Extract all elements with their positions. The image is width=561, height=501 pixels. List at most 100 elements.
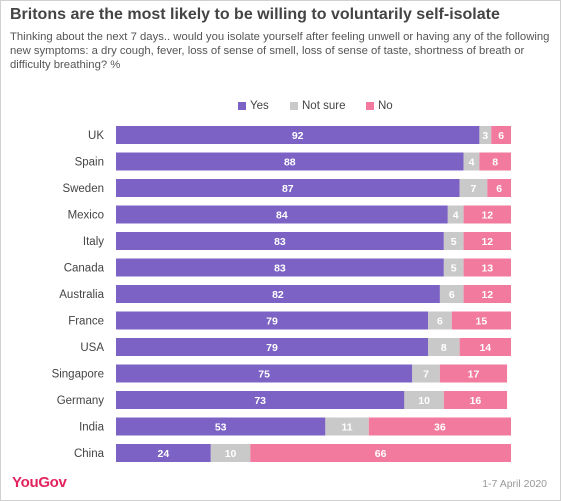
value-label-france-yes: 79	[266, 316, 278, 328]
bar-australia-no	[463, 285, 511, 303]
bar-sweden-yes	[116, 179, 460, 197]
bar-singapore-not-sure	[412, 364, 440, 383]
legend-label-no: No	[378, 100, 393, 112]
legend: Yes Not sure No	[0, 100, 561, 114]
bar-italy-not-sure	[443, 232, 464, 250]
bar-spain-not-sure	[463, 152, 480, 171]
legend-label-yes: Yes	[250, 100, 269, 112]
category-label-france: France	[68, 316, 104, 328]
value-label-france-not-sure: 6	[437, 316, 443, 328]
value-label-singapore-yes: 75	[258, 369, 270, 381]
value-label-canada-no: 13	[481, 263, 493, 275]
category-label-spain: Spain	[75, 157, 104, 169]
value-label-uk-no: 6	[498, 130, 504, 142]
date-note: 1-7 April 2020	[482, 478, 547, 490]
bar-uk-no	[491, 126, 511, 144]
value-label-germany-not-sure: 10	[418, 395, 430, 407]
value-label-spain-yes: 88	[284, 157, 296, 169]
category-label-australia: Australia	[59, 289, 104, 301]
value-label-china-yes: 24	[158, 448, 170, 460]
value-label-usa-no: 14	[479, 342, 491, 354]
value-label-uk-yes: 92	[292, 130, 304, 142]
value-label-sweden-yes: 87	[282, 183, 294, 195]
bar-mexico-yes	[116, 205, 448, 224]
value-label-singapore-no: 17	[468, 369, 480, 381]
bar-australia-not-sure	[439, 285, 464, 303]
category-label-italy: Italy	[83, 236, 104, 248]
bar-canada-not-sure	[443, 258, 464, 277]
legend-swatch-yes	[238, 102, 246, 110]
value-label-spain-not-sure: 4	[469, 157, 475, 169]
bar-germany-no	[443, 391, 508, 409]
bar-usa-yes	[116, 338, 429, 356]
category-label-china: China	[74, 448, 105, 460]
bar-spain-yes	[116, 152, 464, 171]
value-label-canada-yes: 83	[274, 263, 286, 275]
bar-uk-not-sure	[479, 126, 492, 144]
bar-france-no	[451, 311, 511, 330]
bar-spain-no	[479, 152, 511, 171]
category-label-india: India	[79, 422, 105, 434]
value-label-spain-no: 8	[492, 157, 498, 169]
value-label-australia-no: 12	[481, 289, 493, 301]
bar-australia-yes	[116, 285, 440, 303]
bar-italy-yes	[116, 232, 444, 250]
value-label-china-no: 66	[375, 448, 387, 460]
value-label-uk-not-sure: 3	[482, 130, 488, 142]
bar-india-no	[368, 417, 511, 436]
bar-china-yes	[116, 444, 211, 462]
bar-mexico-no	[463, 205, 511, 224]
legend-item-yes: Yes	[238, 100, 269, 112]
value-label-australia-not-sure: 6	[449, 289, 455, 301]
value-label-italy-no: 12	[481, 236, 493, 248]
value-label-singapore-not-sure: 7	[423, 369, 429, 381]
value-label-mexico-no: 12	[481, 210, 493, 222]
value-label-sweden-not-sure: 7	[471, 183, 477, 195]
category-label-germany: Germany	[57, 395, 105, 407]
value-label-india-no: 36	[434, 422, 446, 434]
bar-usa-no	[459, 338, 511, 356]
category-label-sweden: Sweden	[62, 183, 104, 195]
bar-sweden-no	[487, 179, 511, 197]
bar-mexico-not-sure	[447, 205, 464, 224]
legend-swatch-no	[366, 102, 374, 110]
legend-item-not-sure: Not sure	[290, 100, 345, 112]
value-label-india-yes: 53	[215, 422, 227, 434]
value-label-usa-not-sure: 8	[441, 342, 447, 354]
value-label-india-not-sure: 11	[342, 422, 353, 434]
bar-canada-yes	[116, 258, 444, 277]
bar-india-yes	[116, 417, 326, 436]
value-label-usa-yes: 79	[266, 342, 278, 354]
legend-swatch-not-sure	[290, 102, 298, 110]
value-label-germany-no: 16	[470, 395, 482, 407]
value-label-france-no: 15	[476, 316, 488, 328]
value-label-italy-not-sure: 5	[451, 236, 457, 248]
value-label-mexico-yes: 84	[276, 210, 288, 222]
category-label-singapore: Singapore	[52, 369, 104, 381]
legend-item-no: No	[366, 100, 393, 112]
value-label-canada-not-sure: 5	[451, 263, 457, 275]
bar-france-yes	[116, 311, 429, 330]
bar-canada-no	[463, 258, 511, 277]
value-label-sweden-no: 6	[496, 183, 502, 195]
value-label-italy-yes: 83	[274, 236, 286, 248]
category-label-canada: Canada	[64, 263, 105, 275]
category-label-usa: USA	[80, 342, 104, 354]
bar-singapore-yes	[116, 364, 413, 383]
category-label-mexico: Mexico	[68, 210, 104, 222]
bar-china-not-sure	[210, 444, 251, 462]
value-label-mexico-not-sure: 4	[453, 210, 459, 222]
bar-france-not-sure	[428, 311, 452, 330]
bar-italy-no	[463, 232, 511, 250]
bar-uk-yes	[116, 126, 480, 144]
bar-singapore-no	[439, 364, 508, 383]
bar-india-not-sure	[325, 417, 369, 436]
bar-germany-yes	[116, 391, 405, 409]
bar-usa-not-sure	[428, 338, 460, 356]
value-label-china-not-sure: 10	[225, 448, 237, 460]
chart-title: Britons are the most likely to be willin…	[10, 6, 500, 23]
legend-label-not-sure: Not sure	[302, 100, 346, 112]
chart-subtitle: Thinking about the next 7 days.. would y…	[10, 31, 550, 71]
bar-china-no	[250, 444, 512, 462]
